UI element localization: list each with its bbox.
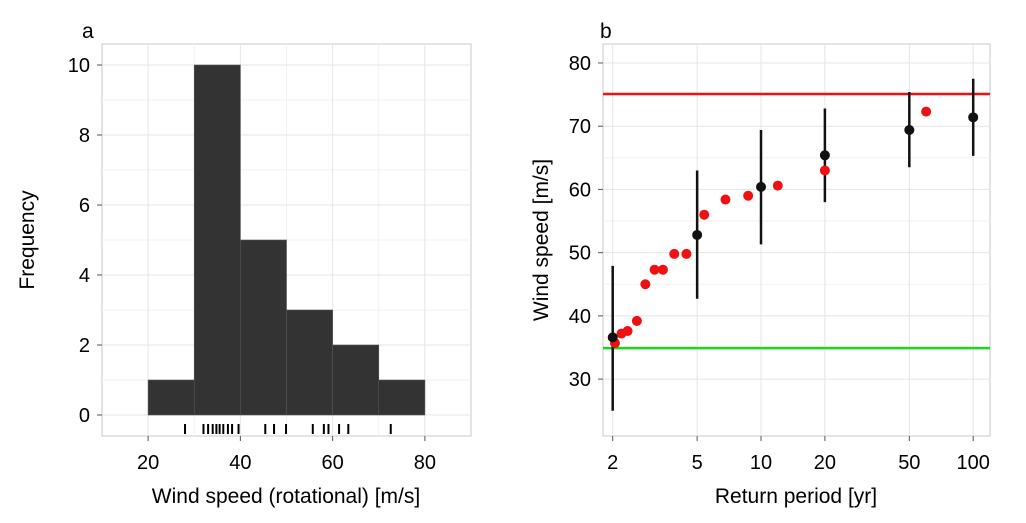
red-point — [631, 315, 642, 326]
red-point — [921, 106, 932, 117]
x-tick-label: 60 — [322, 452, 344, 474]
x-tick-label: 20 — [137, 452, 159, 474]
black-point — [819, 150, 830, 161]
histogram-bar — [332, 344, 380, 416]
y-axis-label-b: Wind speed [m/s] — [530, 159, 553, 321]
x-tick-label: 20 — [814, 452, 836, 474]
histogram-bar — [147, 379, 195, 416]
histogram-bars — [147, 64, 426, 416]
y-tick-label: 50 — [569, 243, 591, 265]
y-tick-label: 2 — [79, 335, 90, 357]
red-point — [657, 264, 668, 275]
y-tick-label: 80 — [569, 53, 591, 75]
x-tick-label: 80 — [414, 452, 436, 474]
red-point — [640, 279, 651, 290]
red-point — [622, 326, 633, 337]
black-point — [904, 124, 915, 135]
y-tick-label: 60 — [569, 179, 591, 201]
y-tick-label: 10 — [68, 55, 90, 77]
red-point — [743, 190, 754, 201]
red-point — [699, 209, 710, 220]
panel-label-a: a — [82, 20, 94, 43]
red-point — [649, 264, 660, 275]
black-point — [607, 332, 618, 343]
x-tick-label: 50 — [898, 452, 920, 474]
y-tick-label: 4 — [79, 265, 90, 287]
red-point — [819, 165, 830, 176]
histogram-bar — [193, 64, 241, 416]
x-axis-label-b: Return period [yr] — [715, 485, 877, 508]
y-tick-label: 40 — [569, 306, 591, 328]
histogram-bar — [378, 379, 426, 416]
red-point — [669, 248, 680, 259]
ticks-a: 20 40 60 80 0 2 4 6 8 10 — [68, 55, 436, 474]
red-point — [772, 180, 783, 191]
red-point — [681, 248, 692, 259]
black-point — [968, 112, 979, 123]
y-tick-label: 30 — [569, 369, 591, 391]
histogram-bar — [286, 309, 333, 416]
x-tick-label: 5 — [692, 452, 703, 474]
y-tick-label: 70 — [569, 116, 591, 138]
return-period-panel: b 2 5 10 20 50 100 30 40 50 60 70 80 Return period … — [530, 20, 991, 508]
histogram-bar — [240, 239, 287, 416]
panel-label-b: b — [600, 20, 612, 43]
reference-lines — [603, 92, 990, 350]
black-point — [756, 181, 767, 192]
y-axis-label-a: Frequency — [16, 190, 39, 290]
red-point — [720, 194, 731, 205]
y-tick-label: 0 — [79, 405, 90, 427]
y-tick-label: 6 — [79, 195, 90, 217]
x-axis-label-a: Wind speed (rotational) [m/s] — [152, 485, 420, 508]
points-b — [607, 106, 979, 349]
plot-area-b — [602, 43, 991, 437]
ticks-b: 2 5 10 20 50 100 30 40 50 60 70 80 — [569, 53, 990, 474]
rug-marks — [184, 424, 392, 434]
x-tick-label: 10 — [750, 452, 772, 474]
x-tick-label: 40 — [229, 452, 251, 474]
y-tick-label: 8 — [79, 125, 90, 147]
x-tick-label: 100 — [957, 452, 990, 474]
black-point — [692, 229, 703, 240]
histogram-panel: a 20 40 60 80 0 2 4 6 8 10 Wind speed (rotational… — [16, 20, 472, 508]
x-tick-label: 2 — [607, 452, 618, 474]
